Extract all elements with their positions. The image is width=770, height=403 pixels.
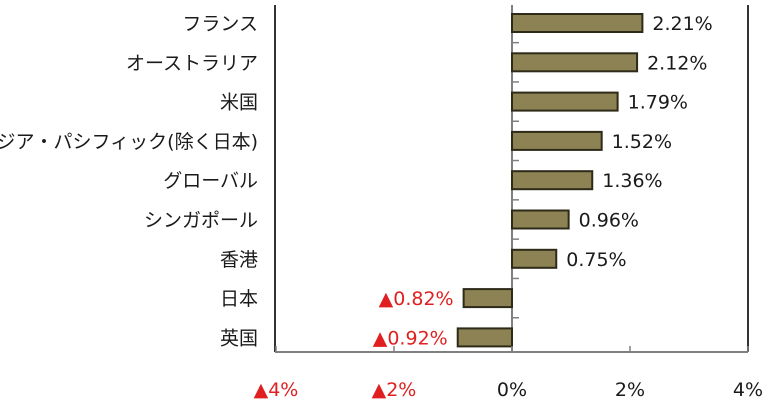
bar: [511, 170, 594, 191]
category-label: グローバル: [163, 170, 258, 192]
bar: [511, 209, 570, 230]
bar: [511, 91, 619, 112]
category-label: 英国: [220, 327, 258, 349]
x-tick-label: ▲4%: [254, 379, 299, 401]
x-tick-label: 0%: [497, 379, 527, 401]
value-label: 1.79%: [628, 92, 688, 114]
value-label: 2.21%: [652, 13, 712, 35]
category-label: シンガポール: [144, 210, 258, 232]
x-tick-label: 2%: [615, 379, 645, 401]
bar: [511, 13, 644, 33]
bar: [511, 130, 603, 151]
bar: [456, 327, 513, 348]
value-label: 1.36%: [602, 170, 662, 192]
value-label: ▲0.82%: [379, 288, 454, 310]
bar: [511, 248, 558, 269]
x-tick-label: 4%: [733, 379, 763, 401]
value-label: 1.52%: [612, 131, 672, 153]
bar: [462, 288, 513, 309]
category-label: 香港: [220, 249, 258, 271]
category-label: 米国: [220, 92, 258, 114]
x-tick-label: ▲2%: [372, 379, 417, 401]
category-label: アジア・パシフィック(除く日本): [0, 131, 258, 153]
bar: [511, 52, 639, 73]
category-label: 日本: [220, 288, 258, 310]
category-label: フランス: [182, 13, 258, 35]
category-label: オーストラリア: [126, 52, 258, 74]
value-label: 0.96%: [579, 210, 639, 232]
value-label: 2.12%: [647, 52, 707, 74]
value-label: ▲0.92%: [373, 327, 448, 349]
value-label: 0.75%: [566, 249, 626, 271]
